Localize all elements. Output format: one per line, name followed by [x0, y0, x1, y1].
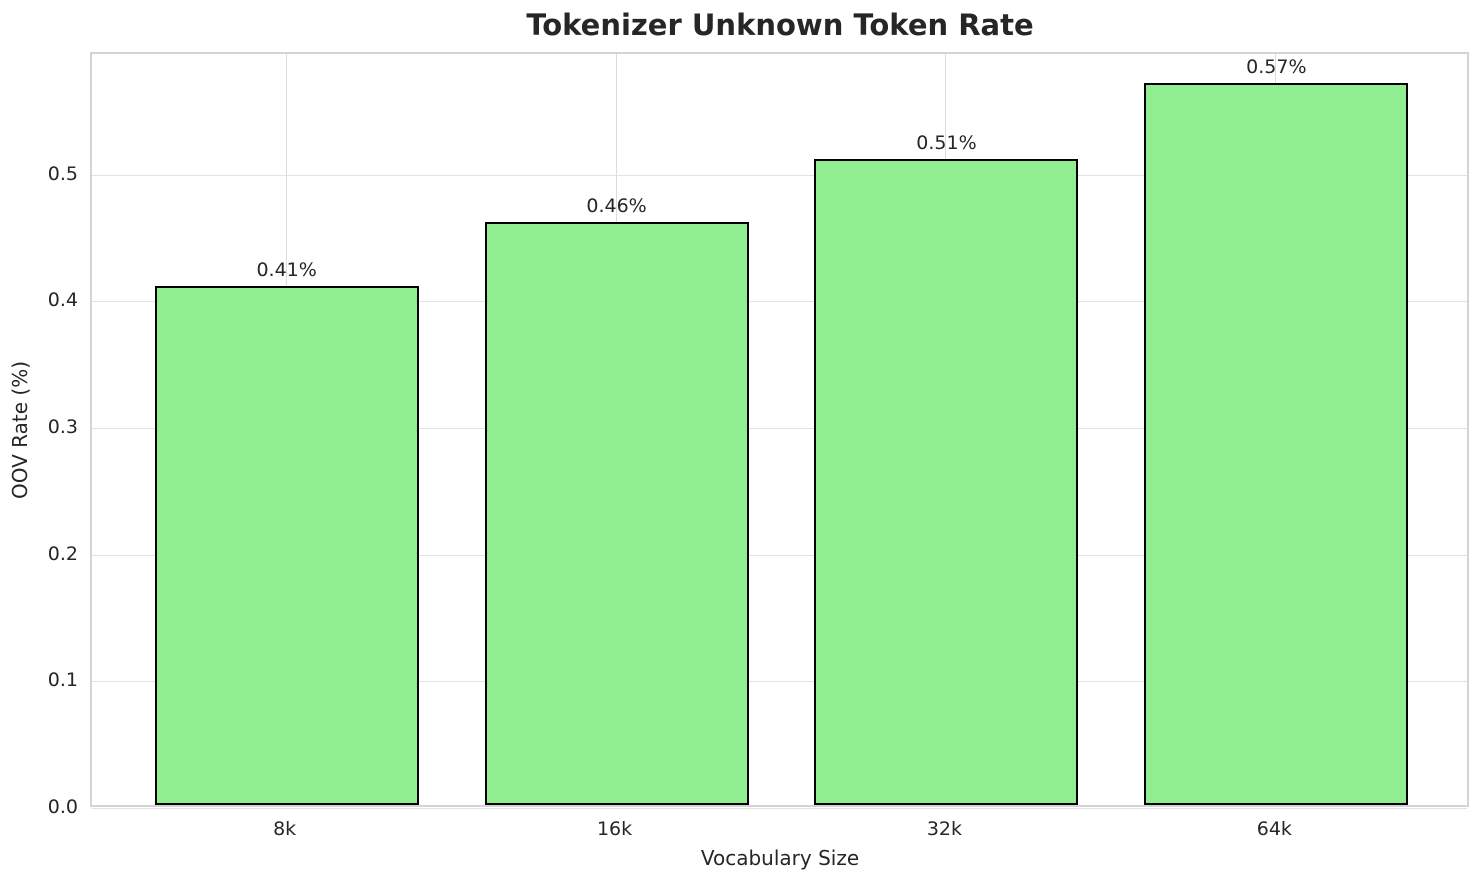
x-tick-label: 64k — [1256, 818, 1292, 840]
gridline-horizontal — [92, 427, 1467, 429]
y-tick-label: 0.1 — [47, 669, 78, 692]
bar-value-label: 0.46% — [586, 195, 647, 218]
x-axis-label: Vocabulary Size — [700, 846, 860, 870]
y-tick-label: 0.5 — [47, 162, 78, 185]
gridline-horizontal — [92, 174, 1467, 176]
bar-8k — [154, 285, 419, 805]
gridline-horizontal — [92, 808, 1467, 809]
chart-title: Tokenizer Unknown Token Rate — [526, 8, 1034, 42]
y-axis-label: OOV Rate (%) — [8, 361, 32, 499]
y-tick-label: 0.4 — [47, 289, 78, 312]
gridline-horizontal — [92, 554, 1467, 556]
x-tick-label: 32k — [926, 818, 963, 840]
x-tick-label: 16k — [596, 818, 633, 840]
plot-area: 0.41% 0.46% 0.51% 0.57% — [90, 52, 1469, 809]
bar-16k — [484, 222, 749, 805]
y-tick-label: 0.2 — [47, 542, 78, 565]
x-tick-label: 8k — [273, 818, 297, 840]
bar-value-label: 0.57% — [1246, 55, 1307, 78]
gridline-horizontal — [92, 681, 1467, 683]
bar-32k — [814, 158, 1079, 805]
bar-value-label: 0.41% — [256, 258, 317, 281]
bar-value-label: 0.51% — [916, 131, 977, 154]
y-tick-label: 0.0 — [47, 796, 78, 818]
bar-64k — [1144, 82, 1409, 805]
gridline-horizontal — [92, 301, 1467, 303]
